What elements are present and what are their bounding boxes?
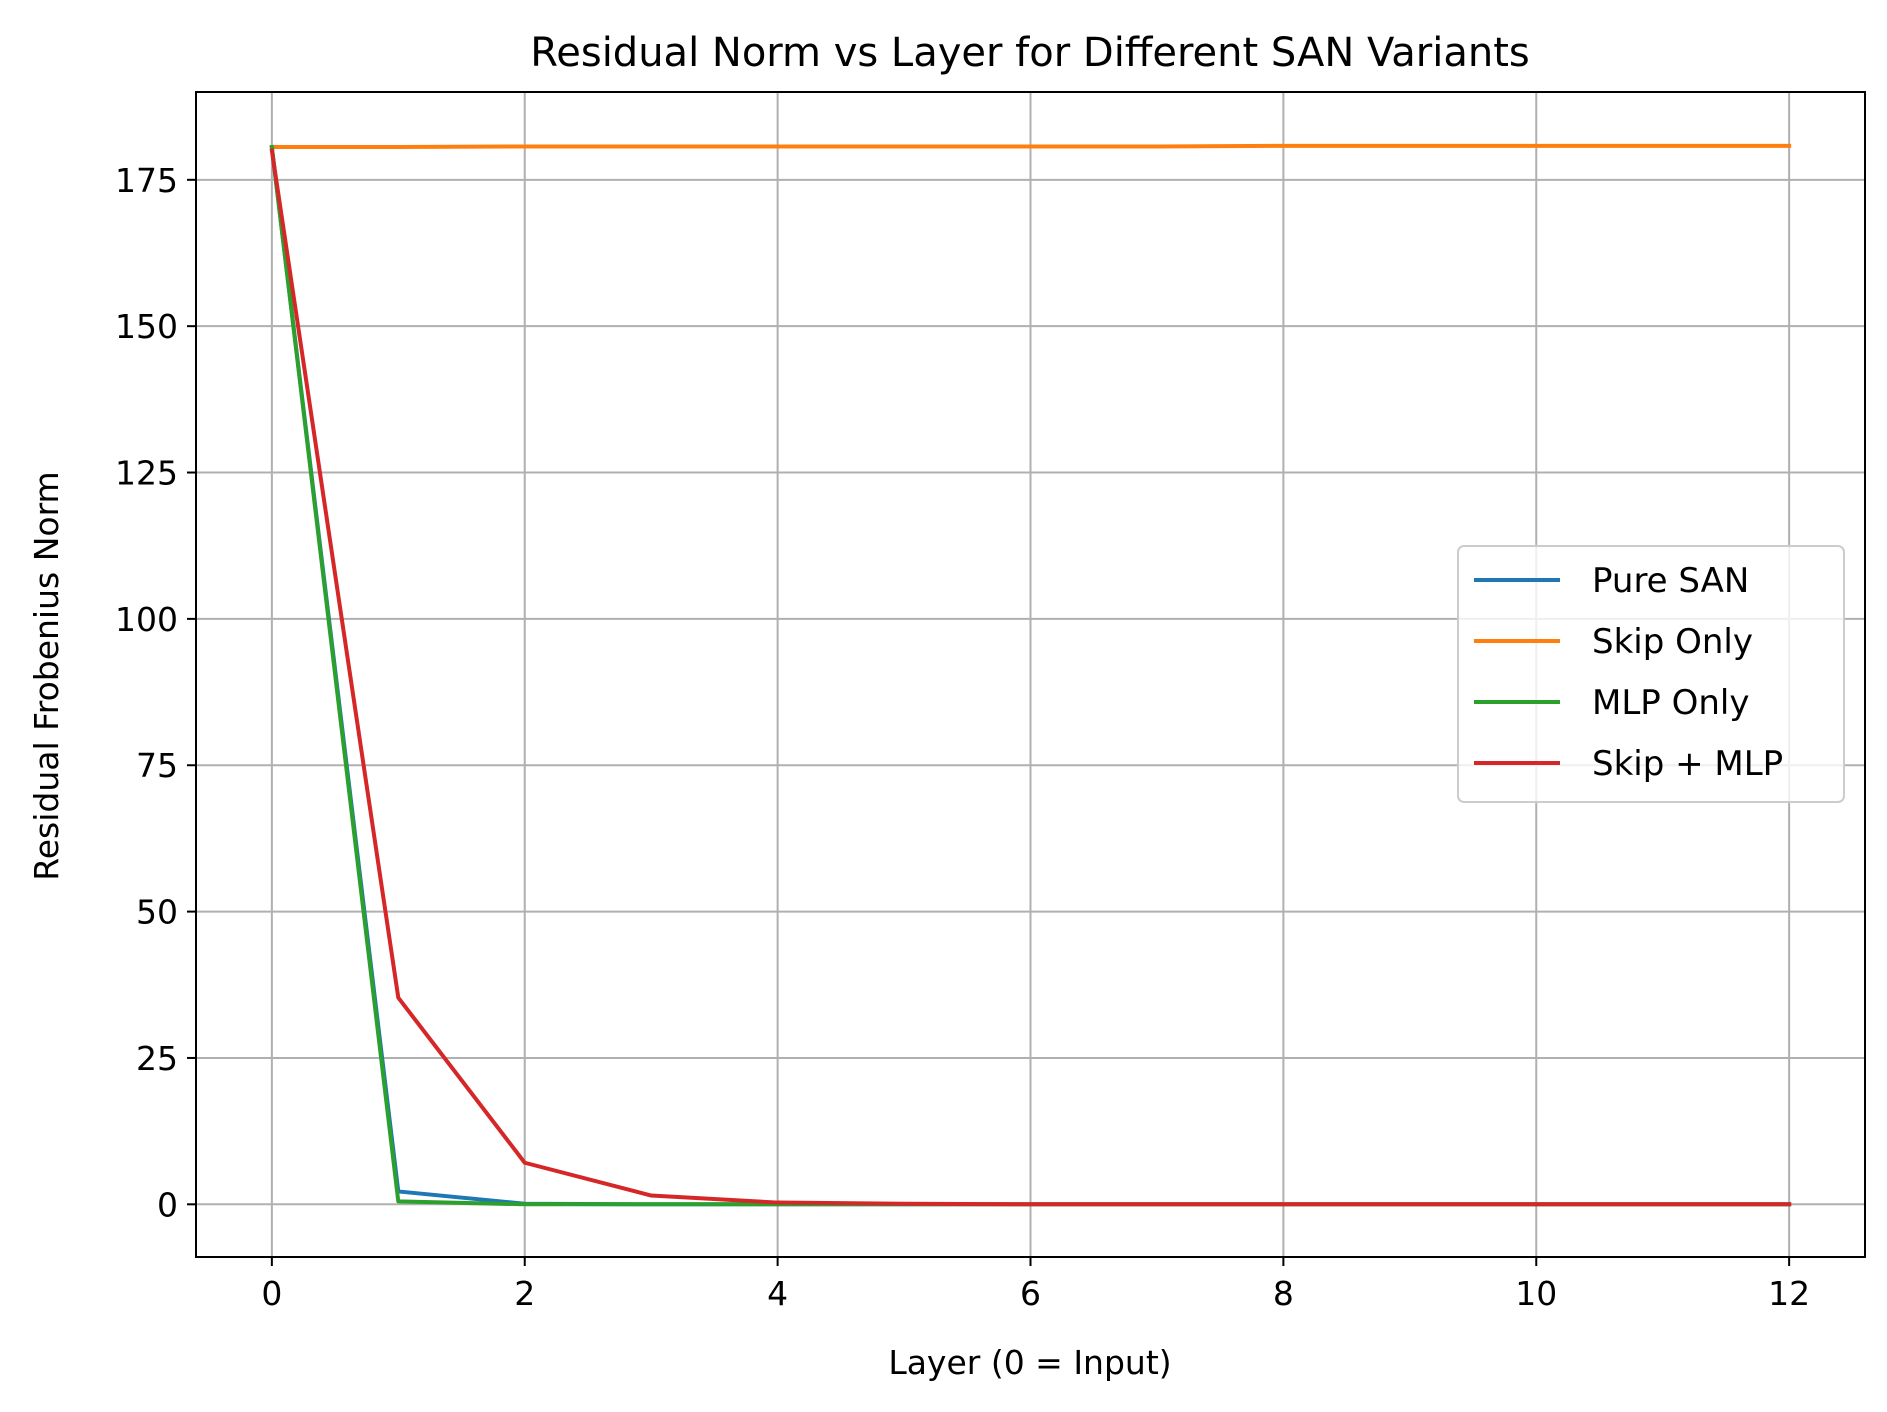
series-line-skip-mlp <box>269 148 1792 1207</box>
x-tick-label: 2 <box>514 1274 535 1313</box>
y-axis-ticks: 0 25 50 75 100 125 150 175 <box>115 161 196 1224</box>
x-tick-label: 6 <box>1020 1274 1041 1313</box>
x-tick-label: 12 <box>1768 1274 1810 1313</box>
chart-title: Residual Norm vs Layer for Different SAN… <box>530 30 1530 76</box>
y-tick-label: 125 <box>115 454 178 493</box>
legend-label-mlp-only: MLP Only <box>1592 683 1749 723</box>
x-tick-label: 10 <box>1515 1274 1557 1313</box>
legend-label-skip-mlp: Skip + MLP <box>1592 744 1783 784</box>
legend-box <box>1457 545 1845 803</box>
y-tick-label: 175 <box>115 161 178 200</box>
y-tick-label: 100 <box>115 600 178 639</box>
legend-items: Pure SAN Skip Only MLP Only Skip + MLP <box>1474 561 1783 784</box>
legend: Pure SAN Skip Only MLP Only Skip + MLP <box>1457 545 1845 803</box>
legend-label-pure-san: Pure SAN <box>1592 561 1749 601</box>
x-tick-label: 8 <box>1273 1274 1294 1313</box>
y-tick-label: 75 <box>136 746 178 785</box>
series-lines <box>269 143 1792 1207</box>
y-tick-label: 25 <box>136 1039 178 1078</box>
x-axis-ticks: 0 2 4 6 8 10 12 <box>261 1257 1810 1313</box>
y-tick-label: 0 <box>157 1185 178 1224</box>
x-tick-label: 4 <box>767 1274 788 1313</box>
x-axis-label: Layer (0 = Input) <box>888 1343 1171 1382</box>
y-axis-label: Residual Frobenius Norm <box>27 471 66 880</box>
x-tick-label: 0 <box>261 1274 282 1313</box>
legend-label-skip-only: Skip Only <box>1592 622 1753 662</box>
y-tick-label: 50 <box>136 893 178 932</box>
series-line-skip-only <box>269 143 1792 150</box>
y-tick-label: 150 <box>115 307 178 346</box>
